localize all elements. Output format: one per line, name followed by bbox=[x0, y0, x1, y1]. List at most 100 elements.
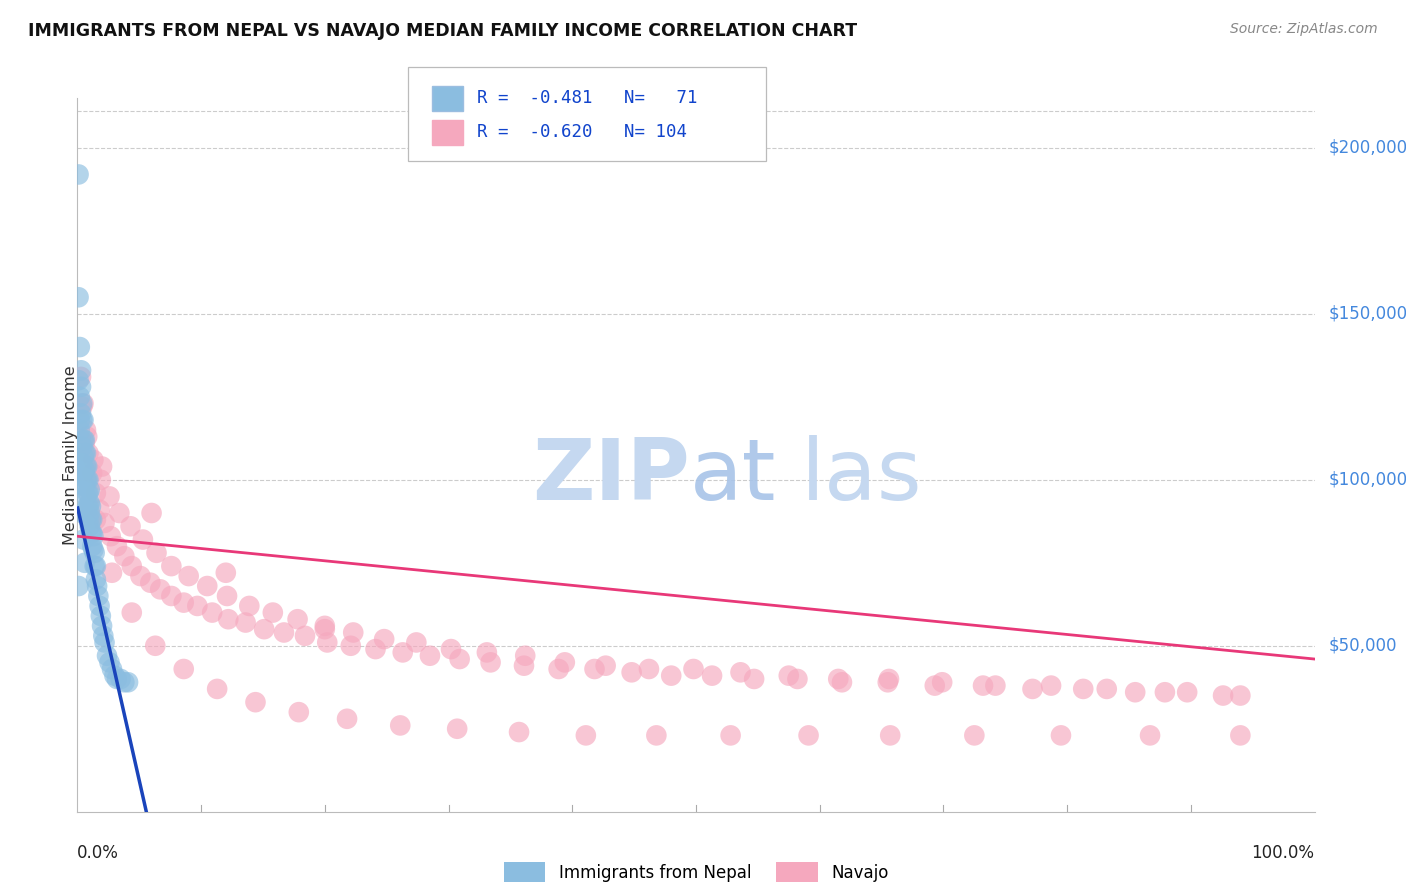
Point bbox=[100, 529, 122, 543]
Point bbox=[316, 635, 339, 649]
Point bbox=[72, 400, 94, 414]
Point bbox=[80, 525, 103, 540]
Point bbox=[77, 486, 100, 500]
Point bbox=[186, 599, 208, 613]
Point bbox=[620, 665, 643, 680]
Point bbox=[831, 675, 853, 690]
Point bbox=[93, 635, 115, 649]
Point bbox=[238, 599, 260, 613]
Point bbox=[273, 625, 295, 640]
Point bbox=[86, 579, 108, 593]
Point bbox=[1229, 689, 1251, 703]
Point bbox=[96, 648, 118, 663]
Point bbox=[1095, 681, 1118, 696]
Point bbox=[84, 513, 107, 527]
Point bbox=[659, 668, 682, 682]
Point bbox=[1229, 728, 1251, 742]
Point bbox=[77, 446, 100, 460]
Point bbox=[1154, 685, 1177, 699]
Point bbox=[82, 539, 104, 553]
Point bbox=[72, 396, 94, 410]
Point bbox=[778, 668, 800, 682]
Point bbox=[827, 672, 849, 686]
Point bbox=[69, 413, 91, 427]
Point bbox=[294, 629, 316, 643]
Point bbox=[75, 490, 97, 504]
Point bbox=[73, 479, 96, 493]
Point bbox=[76, 430, 98, 444]
Point bbox=[364, 642, 387, 657]
Text: $100,000: $100,000 bbox=[1329, 471, 1406, 489]
Point bbox=[98, 656, 121, 670]
Point bbox=[108, 506, 131, 520]
Point bbox=[339, 639, 361, 653]
Point bbox=[73, 446, 96, 460]
Point bbox=[342, 625, 364, 640]
Point bbox=[446, 722, 468, 736]
Point bbox=[72, 433, 94, 447]
Point bbox=[373, 632, 395, 647]
Point bbox=[73, 436, 96, 450]
Point bbox=[90, 473, 112, 487]
Point bbox=[730, 665, 752, 680]
Text: 0.0%: 0.0% bbox=[77, 844, 120, 862]
Point bbox=[67, 579, 90, 593]
Point bbox=[173, 596, 195, 610]
Point bbox=[84, 573, 107, 587]
Point bbox=[547, 662, 569, 676]
Text: at: at bbox=[690, 434, 776, 518]
Point bbox=[72, 396, 94, 410]
Point bbox=[67, 290, 90, 304]
Point bbox=[924, 679, 946, 693]
Point bbox=[87, 589, 110, 603]
Point bbox=[110, 672, 132, 686]
Point bbox=[91, 459, 114, 474]
Point bbox=[83, 546, 105, 560]
Text: $200,000: $200,000 bbox=[1329, 139, 1406, 157]
Point bbox=[105, 672, 128, 686]
Point bbox=[720, 728, 742, 742]
Point bbox=[877, 672, 900, 686]
Text: 100.0%: 100.0% bbox=[1251, 844, 1315, 862]
Point bbox=[72, 456, 94, 470]
Point bbox=[82, 466, 104, 480]
Point bbox=[120, 519, 142, 533]
Point bbox=[1040, 679, 1063, 693]
Point bbox=[682, 662, 704, 676]
Point bbox=[314, 622, 336, 636]
Text: $50,000: $50,000 bbox=[1329, 637, 1398, 655]
Point bbox=[70, 433, 93, 447]
Point bbox=[77, 500, 100, 514]
Point bbox=[79, 519, 101, 533]
Point bbox=[121, 606, 143, 620]
Point bbox=[70, 370, 93, 384]
Point bbox=[217, 612, 239, 626]
Point bbox=[69, 423, 91, 437]
Point bbox=[72, 533, 94, 547]
Point bbox=[139, 575, 162, 590]
Point bbox=[75, 459, 97, 474]
Point bbox=[105, 539, 128, 553]
Point bbox=[91, 619, 114, 633]
Text: IMMIGRANTS FROM NEPAL VS NAVAJO MEDIAN FAMILY INCOME CORRELATION CHART: IMMIGRANTS FROM NEPAL VS NAVAJO MEDIAN F… bbox=[28, 22, 858, 40]
Point bbox=[72, 506, 94, 520]
Point bbox=[90, 608, 112, 623]
Point bbox=[101, 566, 124, 580]
Point bbox=[67, 373, 90, 387]
Point bbox=[101, 662, 124, 676]
Point bbox=[69, 390, 91, 404]
Point bbox=[984, 679, 1007, 693]
Point bbox=[72, 413, 94, 427]
Point bbox=[595, 658, 617, 673]
Point bbox=[112, 675, 135, 690]
Point bbox=[69, 340, 91, 354]
Legend: Immigrants from Nepal, Navajo: Immigrants from Nepal, Navajo bbox=[496, 855, 896, 889]
Point bbox=[84, 559, 107, 574]
Point bbox=[76, 500, 98, 514]
Point bbox=[195, 579, 218, 593]
Point bbox=[963, 728, 986, 742]
Point bbox=[419, 648, 441, 663]
Point bbox=[931, 675, 953, 690]
Point bbox=[79, 483, 101, 497]
Point bbox=[141, 506, 163, 520]
